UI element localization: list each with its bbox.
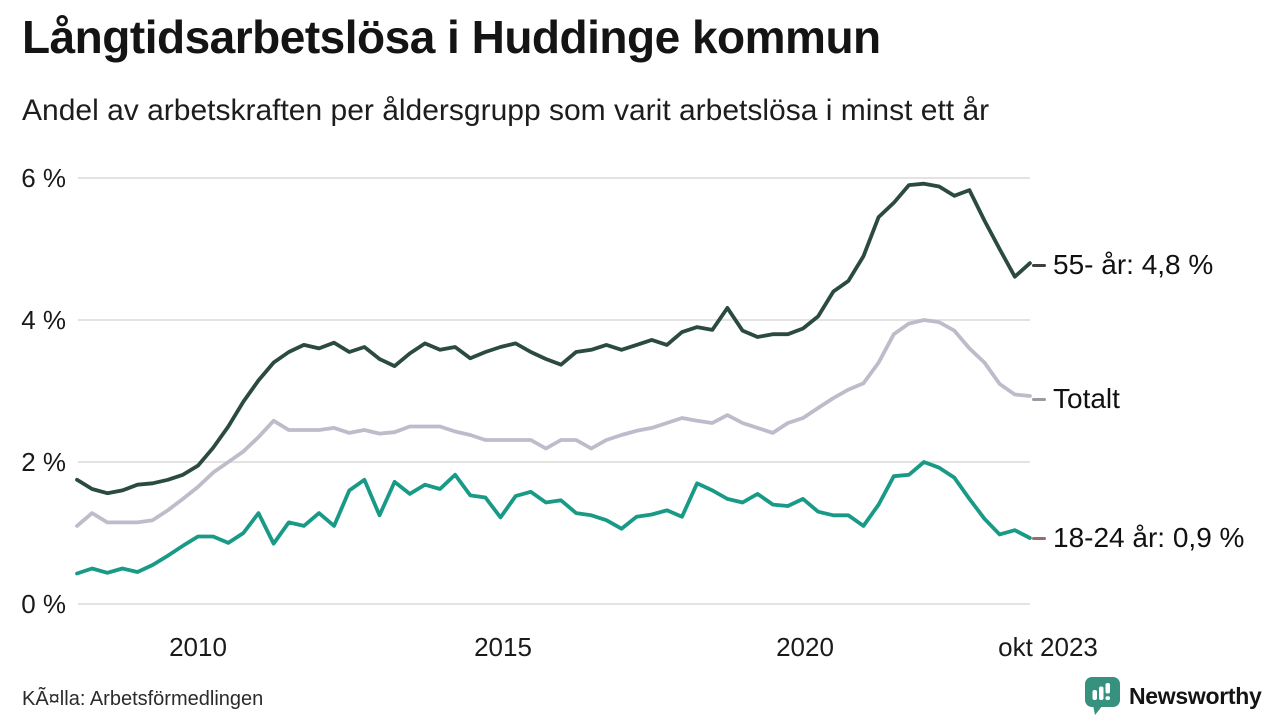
x-axis-tick-2020: 2020 — [776, 632, 834, 662]
label-connector-dash — [1032, 263, 1046, 267]
x-axis-tick-okt-2023: okt 2023 — [998, 632, 1098, 662]
series-line-55-ar — [75, 181, 1032, 496]
series-label-text: 18-24 år: 0,9 % — [1053, 522, 1245, 553]
series-label-text: 55- år: 4,8 % — [1053, 249, 1214, 280]
series-label-55-ar: 55- år: 4,8 % — [1032, 247, 1213, 283]
x-axis-tick-2015: 2015 — [474, 632, 532, 662]
series-line-18-24-ar — [75, 460, 1032, 576]
series-label-text: Totalt — [1053, 383, 1120, 414]
y-axis-tick-6pct: 6 % — [21, 163, 66, 193]
y-axis-tick-2pct: 2 % — [21, 447, 66, 477]
newsworthy-logo-icon — [1085, 677, 1120, 715]
source-note: KÃ¤lla: Arbetsförmedlingen — [22, 688, 264, 710]
newsworthy-logo-text: Newsworthy — [1129, 682, 1262, 709]
x-axis-tick-2010: 2010 — [169, 632, 227, 662]
series-line-totalt — [75, 318, 1032, 528]
chart-subtitle: Andel av arbetskraften per åldersgrupp s… — [22, 94, 990, 127]
y-axis-tick-4pct: 4 % — [21, 305, 66, 335]
label-connector-dash — [1032, 536, 1046, 540]
chart-title: Långtidsarbetslösa i Huddinge kommun — [22, 11, 881, 63]
series-label-18-24-ar: 18-24 år: 0,9 % — [1032, 520, 1244, 556]
series-label-totalt: Totalt — [1032, 381, 1120, 417]
y-axis-tick-0pct: 0 % — [21, 589, 66, 619]
newsworthy-brand: Newsworthy — [1084, 676, 1262, 716]
label-connector-dash — [1032, 397, 1046, 401]
